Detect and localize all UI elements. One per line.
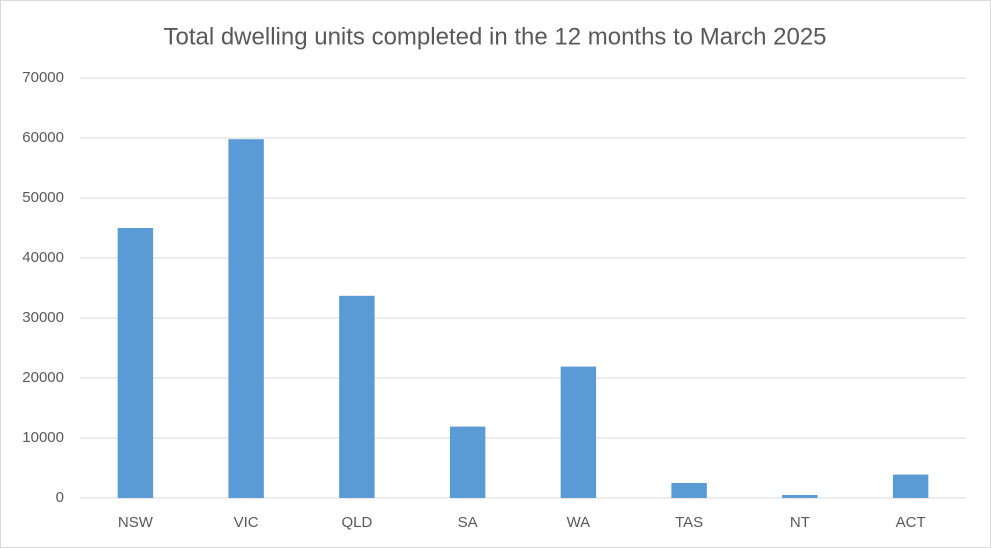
y-tick-label: 0 bbox=[56, 489, 64, 506]
y-tick-label: 60000 bbox=[22, 129, 64, 146]
y-tick-label: 50000 bbox=[22, 189, 64, 206]
bar bbox=[560, 366, 597, 498]
y-tick-label: 20000 bbox=[22, 369, 64, 386]
bar bbox=[117, 228, 154, 498]
x-tick-label: NSW bbox=[118, 514, 154, 531]
chart-title: Total dwelling units completed in the 12… bbox=[163, 23, 826, 50]
x-tick-label: ACT bbox=[896, 514, 926, 531]
y-tick-label: 30000 bbox=[22, 309, 64, 326]
bar bbox=[228, 139, 264, 498]
bar bbox=[782, 495, 818, 498]
x-tick-label: SA bbox=[458, 514, 478, 531]
bar bbox=[671, 483, 707, 498]
y-tick-label: 70000 bbox=[22, 69, 64, 86]
x-tick-label: VIC bbox=[234, 514, 259, 531]
bar bbox=[892, 474, 929, 498]
x-tick-label: QLD bbox=[341, 514, 372, 531]
bar bbox=[449, 426, 486, 498]
bar bbox=[339, 295, 375, 498]
x-tick-label: TAS bbox=[675, 514, 703, 531]
y-tick-label: 40000 bbox=[22, 249, 64, 266]
x-tick-label: NT bbox=[790, 514, 810, 531]
x-tick-label: WA bbox=[567, 514, 591, 531]
y-tick-label: 10000 bbox=[22, 429, 64, 446]
